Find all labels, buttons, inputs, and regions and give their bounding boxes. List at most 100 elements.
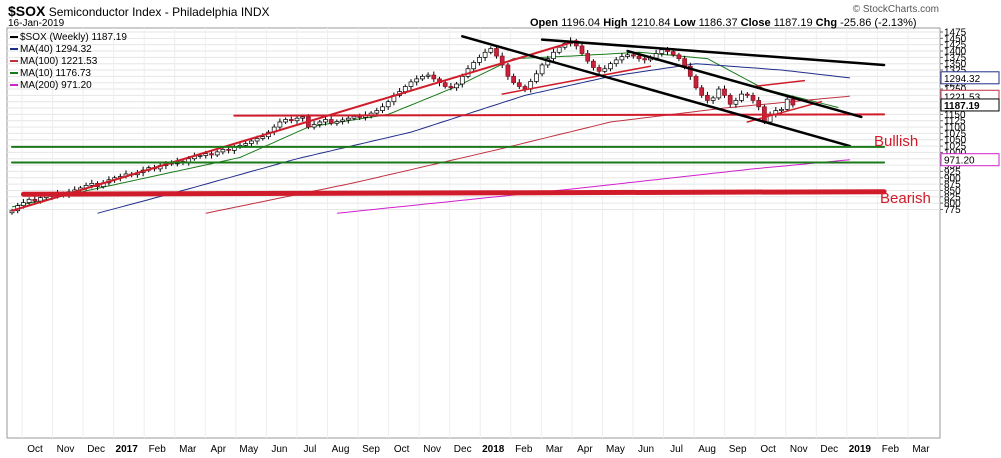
x-tick-label: Apr (577, 444, 593, 455)
candle-body (402, 86, 408, 92)
x-tick-label: Mar (912, 444, 930, 455)
y-tick-label: 1400 (944, 47, 967, 58)
candle-body (380, 106, 385, 111)
ma-line-ma40 (97, 63, 850, 214)
x-tick-label: Sep (362, 444, 380, 455)
candle-body (209, 153, 214, 156)
low-label: Low (673, 17, 696, 29)
index-name: Semiconductor Index - Philadelphia (48, 5, 238, 19)
candle-body (32, 198, 38, 202)
candle-body (488, 48, 494, 53)
legend-text: MA(100) 1221.53 (20, 56, 98, 67)
candle-body (733, 100, 739, 105)
ma-line-ma10 (11, 51, 839, 208)
candle-body (226, 149, 231, 151)
legend-swatch (10, 60, 18, 63)
chg-label: Chg (815, 17, 838, 29)
trendline (461, 35, 852, 148)
legend-ma10: MA(10) 1176.73 (10, 68, 91, 79)
y-tick-label: 850 (944, 186, 961, 197)
watermark: © StockCharts.com (852, 4, 939, 15)
candle-body (613, 59, 619, 65)
y-tick-label: 1125 (944, 116, 966, 127)
close-label: Close (740, 17, 771, 29)
low-value: 1186.37 (698, 17, 738, 29)
x-tick-label: Apr (211, 444, 227, 455)
candle-body (516, 82, 522, 87)
candle-body (539, 64, 545, 75)
candle-body (277, 121, 283, 128)
candle-body (705, 95, 710, 101)
candle-body (357, 116, 363, 118)
value-badge-label: 1221.53 (944, 92, 981, 103)
legend-price: $SOX (Weekly) 1187.19 (10, 32, 127, 43)
candle-body (744, 93, 750, 96)
legend-swatch (10, 72, 18, 75)
y-tick-label: 1050 (944, 135, 967, 146)
candle-body (203, 153, 209, 156)
x-tick-label: Jun (638, 444, 654, 455)
x-tick-label: Mar (546, 444, 564, 455)
candle-body (710, 97, 716, 101)
y-tick-label: 825 (944, 192, 961, 203)
x-tick-label: 2019 (849, 444, 872, 455)
legend-ma100: MA(100) 1221.53 (10, 56, 97, 67)
high-label: High (603, 17, 628, 29)
candle-body (420, 76, 425, 80)
y-tick-label: 1325 (944, 66, 967, 77)
candle-body (477, 56, 482, 63)
x-tick-label: Dec (87, 444, 105, 455)
trendline (752, 79, 806, 88)
candle-body (425, 74, 431, 77)
candle-body (642, 58, 648, 61)
y-tick-label: 1450 (944, 34, 967, 45)
candle-body (556, 46, 562, 53)
candle-body (534, 73, 539, 82)
value-badge (940, 153, 1000, 167)
y-tick-label: 900 (944, 173, 961, 184)
candle-body (186, 158, 192, 163)
legend-text: MA(200) 971.20 (20, 80, 92, 91)
candle-body (591, 60, 596, 68)
bullish-annotation: Bullish (874, 133, 919, 150)
x-tick-label: 2017 (116, 444, 139, 455)
grid (7, 28, 940, 438)
y-tick-label: 1350 (944, 59, 967, 70)
candle-body (459, 76, 465, 85)
x-tick-label: Nov (57, 444, 75, 455)
candle-body (779, 108, 784, 111)
candle-body (494, 48, 499, 57)
candle-body (283, 119, 288, 123)
candle-body (739, 93, 744, 101)
candle-body (482, 51, 488, 58)
candle-body (317, 121, 323, 125)
candle-body (311, 124, 317, 128)
x-tick-label: Oct (760, 444, 776, 455)
candle-body (505, 64, 511, 77)
candle-body (602, 68, 608, 72)
value-badge (940, 71, 1000, 85)
x-tick-label: May (606, 444, 625, 455)
candle-body (448, 86, 454, 89)
bearish-annotation: Bearish (880, 190, 931, 207)
open-label: Open (530, 17, 559, 29)
legend-swatch (10, 48, 18, 51)
candle-body (414, 78, 420, 83)
trendline (501, 65, 652, 95)
trendline (746, 100, 823, 123)
candle-body (625, 54, 630, 57)
candle-body (408, 81, 414, 87)
candle-body (790, 98, 796, 106)
x-axis: Oct Nov Dec 2017 Feb Mar Apr May Jun Jul Aug Sep Oct… (27, 444, 930, 455)
ohlc-readout: Open 1196.04 High 1210.84 Low 1186.37 Cl… (530, 17, 917, 29)
candle-body (254, 138, 260, 142)
y-tick-label: 1025 (944, 142, 967, 153)
x-tick-label: Oct (394, 444, 410, 455)
trendline (540, 38, 886, 67)
y-tick-label: 775 (944, 205, 961, 216)
candle-body (26, 198, 32, 203)
candle-body (784, 98, 790, 110)
x-tick-label: Feb (882, 444, 900, 455)
legend-ma40: MA(40) 1294.32 (10, 44, 92, 55)
